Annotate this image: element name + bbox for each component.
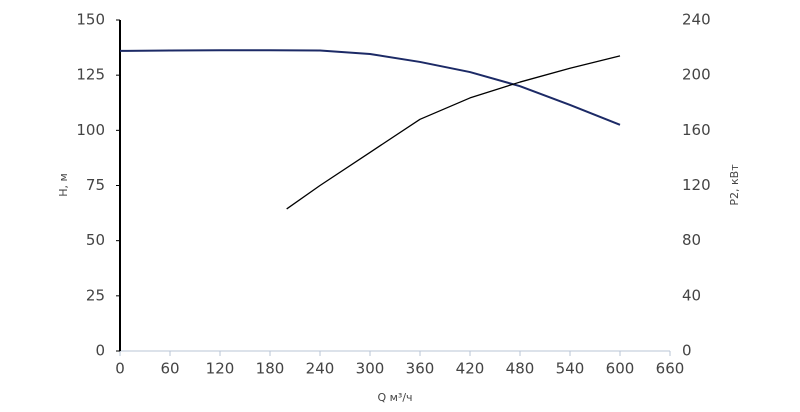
y-axis-label: H, м [57,173,70,197]
y2-axis-label: P2, кВт [728,164,741,206]
y-tick-label: 150 [76,11,105,29]
x-tick-label: 480 [506,360,535,378]
y-tick-label: 100 [76,121,105,139]
y2-tick-label: 0 [682,342,692,360]
y2-tick-label: 40 [682,286,701,304]
x-tick-label: 0 [115,360,125,378]
x-tick-label: 60 [160,360,179,378]
x-tick-label: 120 [206,360,235,378]
x-tick-label: 180 [256,360,285,378]
y2-tick-label: 200 [682,66,711,84]
y2-tick-label: 240 [682,11,711,29]
y-tick-label: 0 [95,342,105,360]
x-tick-label: 360 [406,360,435,378]
y2-tick-label: 160 [682,121,711,139]
x-tick-label: 540 [556,360,585,378]
x-tick-label: 300 [356,360,385,378]
x-tick-label: 600 [606,360,635,378]
y-tick-label: 125 [76,66,105,84]
y-tick-label: 25 [86,286,105,304]
line [286,55,621,210]
x-tick-label: 420 [456,360,485,378]
y2-tick-label: 120 [682,176,711,194]
y-tick-label: 75 [86,176,105,194]
y2-tick-label: 80 [682,231,701,249]
x-tick-label: 660 [656,360,685,378]
x-tick-label: 240 [306,360,335,378]
x-axis-label: Q м³/ч [377,391,412,404]
line [119,49,621,126]
y-tick-label: 50 [86,231,105,249]
